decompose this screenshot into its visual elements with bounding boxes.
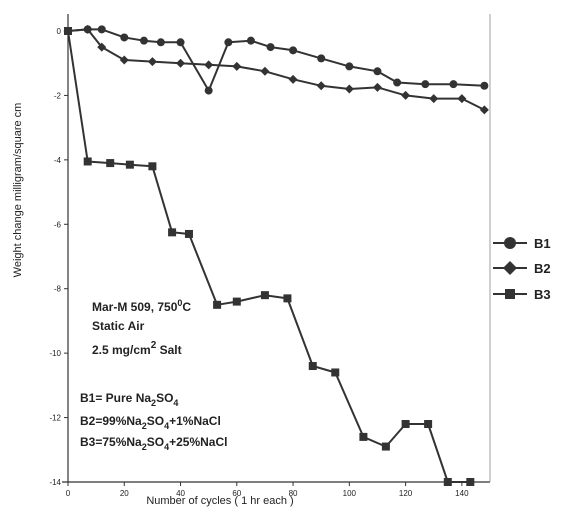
x-tick-label: 80 bbox=[289, 489, 298, 498]
data-point-b1 bbox=[345, 62, 354, 71]
y-tick-label: 0 bbox=[57, 27, 62, 36]
data-point-b3 bbox=[308, 362, 317, 371]
data-point-b1 bbox=[393, 78, 402, 87]
data-point-b1 bbox=[120, 33, 129, 42]
data-point-b1 bbox=[449, 80, 458, 89]
data-point-b1 bbox=[97, 25, 106, 34]
y-tick-label: -4 bbox=[54, 156, 62, 165]
data-point-b3 bbox=[381, 442, 390, 451]
data-point-b2 bbox=[457, 94, 467, 104]
data-point-b3 bbox=[359, 432, 368, 441]
series-line-b2 bbox=[67, 28, 485, 111]
data-point-b1 bbox=[224, 38, 233, 47]
legend-marker-b1 bbox=[504, 237, 516, 249]
x-tick-label: 20 bbox=[120, 489, 129, 498]
data-point-b3 bbox=[466, 478, 475, 486]
x-tick-label: 0 bbox=[66, 489, 71, 498]
data-point-b3 bbox=[260, 291, 269, 300]
data-point-b2 bbox=[232, 61, 242, 71]
data-point-b3 bbox=[331, 368, 340, 377]
data-point-b3 bbox=[64, 27, 72, 35]
x-tick-label: 40 bbox=[176, 489, 185, 498]
y-tick-label: -10 bbox=[49, 349, 61, 358]
data-point-b2 bbox=[204, 60, 214, 70]
data-point-b2 bbox=[372, 82, 382, 92]
legend-label-b2: B2 bbox=[534, 261, 551, 276]
x-tick-label: 60 bbox=[232, 489, 241, 498]
data-point-b1 bbox=[156, 38, 165, 47]
y-axis-label: Weight change milligram/square cm bbox=[12, 103, 24, 278]
annotation-b1: B1= Pure Na2SO4 bbox=[80, 391, 178, 408]
x-tick-label: 100 bbox=[343, 489, 357, 498]
legend-marker-b3 bbox=[505, 289, 515, 299]
data-point-b2 bbox=[260, 66, 270, 76]
data-point-b2 bbox=[97, 42, 107, 52]
data-point-b3 bbox=[424, 420, 433, 429]
data-point-b3 bbox=[443, 478, 452, 486]
data-point-b1 bbox=[204, 86, 213, 95]
legend-label-b3: B3 bbox=[534, 287, 551, 302]
annotation-material: Mar-M 509, 7500C bbox=[92, 298, 191, 314]
data-point-b1 bbox=[317, 54, 326, 63]
data-point-b2 bbox=[83, 24, 93, 34]
data-point-b3 bbox=[148, 162, 157, 171]
data-point-b3 bbox=[213, 300, 222, 309]
data-point-b2 bbox=[479, 105, 489, 115]
data-point-b1 bbox=[246, 36, 255, 45]
legend-marker-b2 bbox=[503, 261, 517, 275]
data-point-b2 bbox=[429, 94, 439, 104]
data-point-b3 bbox=[125, 160, 134, 169]
x-tick-label: 120 bbox=[399, 489, 413, 498]
data-point-b2 bbox=[288, 74, 298, 84]
data-point-b3 bbox=[232, 297, 241, 306]
data-point-b1 bbox=[139, 36, 148, 45]
data-point-b1 bbox=[373, 67, 382, 76]
data-point-b2 bbox=[401, 90, 411, 100]
data-point-b2 bbox=[147, 57, 157, 67]
x-tick-label: 140 bbox=[455, 489, 469, 498]
legend: B1 B2 B3 bbox=[493, 236, 551, 302]
y-ticks: 0 -2 -4 -6 -8 -10 -12 -14 bbox=[49, 27, 68, 487]
y-tick-label: -6 bbox=[54, 220, 62, 229]
data-point-b1 bbox=[266, 43, 275, 52]
x-axis-label: Number of cycles ( 1 hr each ) bbox=[146, 495, 293, 507]
y-tick-label: -14 bbox=[49, 478, 61, 487]
data-point-b1 bbox=[421, 80, 430, 89]
data-point-b1 bbox=[289, 46, 298, 55]
data-point-b2 bbox=[119, 55, 129, 65]
data-point-b2 bbox=[176, 58, 186, 68]
annotation-b2: B2=99%Na2SO4+1%NaCl bbox=[80, 414, 221, 431]
data-point-b3 bbox=[401, 420, 410, 429]
y-tick-label: -8 bbox=[54, 285, 62, 294]
data-point-b3 bbox=[83, 157, 92, 166]
data-point-b3 bbox=[283, 294, 292, 303]
data-point-b1 bbox=[176, 38, 185, 47]
data-point-b3 bbox=[168, 228, 177, 237]
annotation-salt: 2.5 mg/cm2 Salt bbox=[92, 340, 182, 357]
data-point-b3 bbox=[184, 229, 193, 238]
data-point-b3 bbox=[106, 159, 115, 168]
series-group bbox=[63, 24, 489, 486]
annotation-b3: B3=75%Na2SO4+25%NaCl bbox=[80, 435, 227, 452]
data-point-b2 bbox=[344, 84, 354, 94]
legend-label-b1: B1 bbox=[534, 236, 551, 251]
y-tick-label: -12 bbox=[49, 414, 61, 423]
annotation-atmosphere: Static Air bbox=[92, 319, 145, 333]
data-point-b1 bbox=[480, 81, 489, 90]
data-point-b2 bbox=[316, 81, 326, 91]
y-tick-label: -2 bbox=[54, 91, 62, 100]
